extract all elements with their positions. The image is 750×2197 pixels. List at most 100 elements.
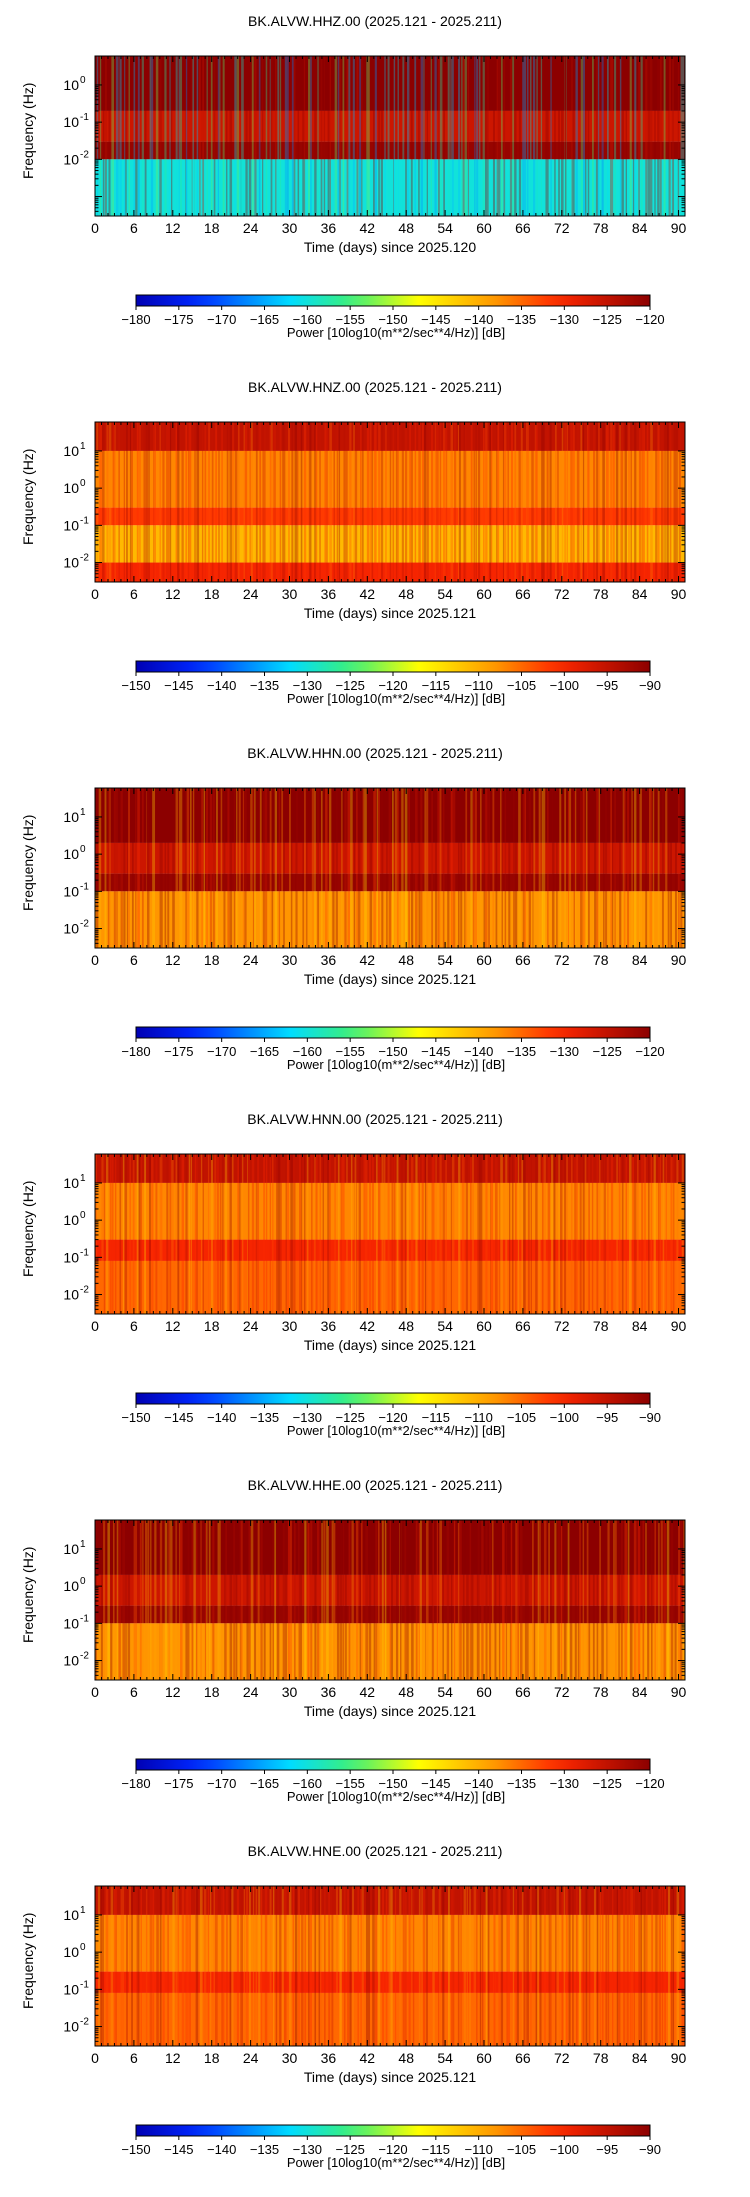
heatmap-texture (96, 56, 685, 216)
x-tick-label: 48 (398, 586, 414, 602)
colorbar-tick-label: −170 (207, 1776, 236, 1791)
y-tick-exponent: 1 (80, 441, 86, 452)
y-tick-label: 10 (63, 883, 79, 899)
x-tick-label: 90 (671, 952, 687, 968)
heatmap-texture (95, 1520, 685, 1680)
colorbar-tick-label: −125 (336, 2142, 365, 2157)
x-tick-label: 24 (243, 586, 259, 602)
colorbar-tick-label: −100 (550, 1410, 579, 1425)
x-axis: 0 6 12 18 24 30 36 42 48 54 60 66 72 78 84 90 (91, 1886, 687, 2066)
x-tick-label: 42 (360, 2050, 376, 2066)
colorbar-tick-label: −105 (507, 1410, 536, 1425)
y-tick-label: 10 (63, 921, 79, 937)
y-tick-label: 10 (63, 1907, 79, 1923)
x-tick-label: 36 (321, 2050, 337, 2066)
x-tick-label: 24 (243, 220, 259, 236)
x-tick-label: 42 (360, 952, 376, 968)
colorbar-tick-label: −145 (421, 1044, 450, 1059)
heatmap-band (95, 842, 685, 874)
x-tick-label: 66 (515, 2050, 531, 2066)
colorbar-tick-label: −115 (422, 2142, 450, 2157)
x-tick-label: 36 (321, 952, 337, 968)
y-tick-exponent: 1 (80, 1539, 86, 1550)
x-tick-label: 84 (632, 1318, 648, 1334)
x-tick-label: 48 (398, 220, 414, 236)
x-tick-label: 30 (282, 220, 298, 236)
y-tick-exponent: -1 (80, 1613, 89, 1624)
x-tick-label: 72 (554, 2050, 570, 2066)
colorbar-tick-label: −140 (464, 312, 493, 327)
colorbar-tick-label: −90 (639, 2142, 661, 2157)
x-tick-label: 42 (360, 1684, 376, 1700)
y-tick-exponent: 0 (80, 75, 86, 86)
x-tick-label: 18 (204, 952, 220, 968)
x-tick-label: 18 (204, 1684, 220, 1700)
colorbar-label: Power [10log10(m**2/sec**4/Hz)] [dB] (286, 1789, 506, 1804)
colorbar-tick-label: −140 (207, 1410, 236, 1425)
x-axis-label: Time (days) since 2025.121 (303, 1703, 477, 1719)
colorbar-tick-label: −150 (121, 1410, 150, 1425)
colorbar-tick-label: −125 (336, 678, 365, 693)
y-tick-exponent: -2 (80, 1651, 89, 1662)
x-tick-label: 12 (165, 586, 181, 602)
y-tick-label: 10 (63, 1175, 79, 1191)
x-axis-label: Time (days) since 2025.121 (303, 2069, 477, 2085)
spectrogram-panel: BK.ALVW.HNE.00 (2025.121 - 2025.211) Freq… (0, 1842, 750, 2196)
heatmap-band (95, 56, 685, 111)
colorbar-tick-label: −100 (550, 678, 579, 693)
x-tick-label: 36 (321, 1684, 337, 1700)
colorbar-tick-label: −105 (507, 2142, 536, 2157)
colorbar-label: Power [10log10(m**2/sec**4/Hz)] [dB] (286, 2155, 506, 2170)
x-tick-label: 90 (671, 2050, 687, 2066)
x-tick-label: 12 (165, 2050, 181, 2066)
colorbar-tick-label: −120 (635, 1776, 664, 1791)
heatmap-texture (95, 1154, 685, 1314)
colorbar-tick-label: −145 (164, 2142, 193, 2157)
colorbar-tick-label: −125 (336, 1410, 365, 1425)
heatmap-band (95, 450, 685, 508)
colorbar: −150 −145 −140 −135 −130 −125 −120 −115 −110 −105… (121, 1392, 661, 1425)
x-tick-label: 60 (476, 1318, 492, 1334)
x-tick-label: 72 (554, 952, 570, 968)
colorbar-tick-label: −100 (550, 2142, 579, 2157)
colorbar-tick-label: −150 (121, 678, 150, 693)
x-tick-label: 54 (437, 220, 453, 236)
colorbar-tick-label: −120 (635, 312, 664, 327)
x-tick-label: 54 (437, 586, 453, 602)
x-tick-label: 60 (476, 1684, 492, 1700)
y-tick-label: 10 (63, 1212, 79, 1228)
x-tick-label: 12 (165, 220, 181, 236)
x-tick-label: 78 (593, 1684, 609, 1700)
colorbar-tick-label: −165 (250, 1044, 279, 1059)
x-tick-label: 72 (554, 1684, 570, 1700)
x-tick-label: 78 (593, 2050, 609, 2066)
heatmap-band (95, 525, 685, 563)
colorbar-tick-label: −115 (422, 1410, 450, 1425)
x-tick-label: 72 (554, 1318, 570, 1334)
x-tick-label: 48 (398, 952, 414, 968)
heatmap-band (95, 110, 685, 142)
x-tick-label: 6 (130, 220, 138, 236)
colorbar-tick-label: −180 (121, 312, 150, 327)
heatmap-band (95, 1605, 685, 1624)
x-tick-label: 42 (360, 586, 376, 602)
plot-frame (94, 55, 686, 217)
plot-frame (94, 787, 686, 949)
y-tick-label: 10 (63, 1287, 79, 1303)
colorbar-tick-label: −130 (550, 312, 579, 327)
x-tick-label: 0 (91, 1318, 99, 1334)
chart-title: BK.ALVW.HNN.00 (2025.121 - 2025.211) (247, 1111, 503, 1127)
y-tick-label: 10 (63, 480, 79, 496)
colorbar-tick-label: −120 (378, 2142, 407, 2157)
x-tick-label: 72 (554, 220, 570, 236)
plot-frame (94, 1885, 686, 2047)
plot-frame (94, 421, 686, 583)
plot-frame (94, 1153, 686, 1315)
x-tick-label: 0 (91, 952, 99, 968)
x-tick-label: 90 (671, 1684, 687, 1700)
x-tick-label: 12 (165, 1318, 181, 1334)
spectrogram-panel: BK.ALVW.HNZ.00 (2025.121 - 2025.211) Freq… (0, 378, 750, 732)
